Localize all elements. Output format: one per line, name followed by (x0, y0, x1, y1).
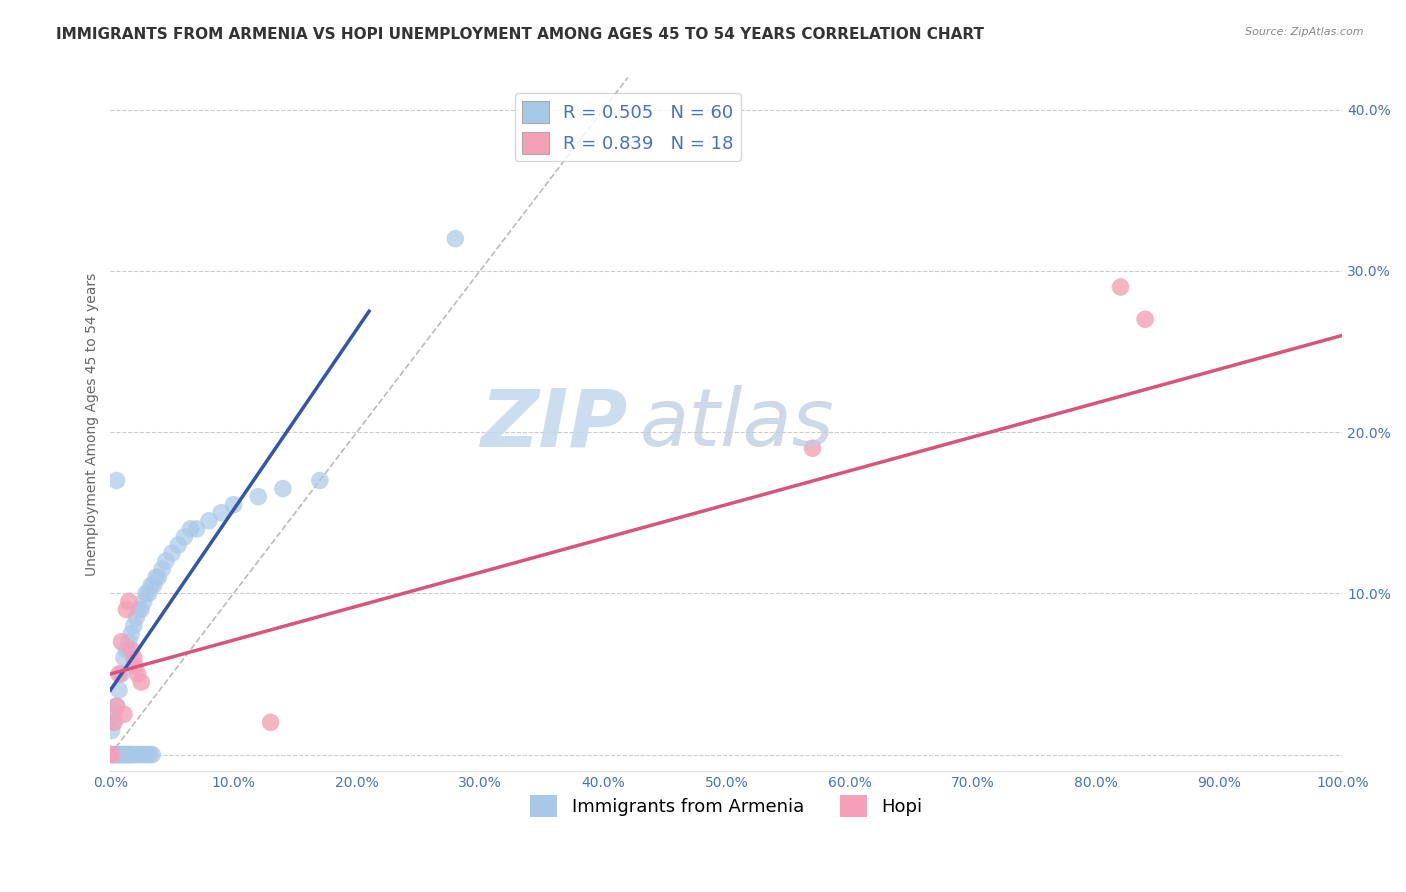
Point (108, 683, 131, 698)
Point (103, 715, 125, 730)
Point (135, 586, 157, 600)
Point (141, 747, 163, 762)
Point (148, 570, 170, 584)
Point (104, 747, 127, 762)
Point (125, 610, 148, 624)
Point (122, 650, 145, 665)
Point (247, 490, 270, 504)
Point (115, 602, 138, 616)
Point (127, 667, 149, 681)
Point (114, 747, 136, 762)
Point (259, 715, 281, 730)
Point (121, 747, 143, 762)
Point (115, 747, 138, 762)
Text: IMMIGRANTS FROM ARMENIA VS HOPI UNEMPLOYMENT AMONG AGES 45 TO 54 YEARS CORRELATI: IMMIGRANTS FROM ARMENIA VS HOPI UNEMPLOY… (56, 27, 984, 42)
Point (136, 747, 159, 762)
Point (117, 747, 139, 762)
Point (134, 747, 156, 762)
Point (100, 747, 122, 762)
Point (103, 747, 125, 762)
Point (108, 667, 131, 681)
Point (110, 747, 132, 762)
Point (112, 707, 135, 722)
Point (112, 650, 135, 665)
Point (1133, 312, 1156, 326)
Point (110, 747, 132, 762)
Point (105, 474, 128, 488)
Point (132, 594, 155, 608)
Point (112, 747, 135, 762)
Point (118, 747, 141, 762)
Point (111, 747, 134, 762)
Point (120, 626, 142, 640)
Point (120, 642, 142, 657)
Point (118, 634, 141, 648)
Point (1109, 280, 1132, 294)
Point (120, 747, 142, 762)
Point (139, 747, 162, 762)
Point (127, 747, 149, 762)
Text: ZIP: ZIP (481, 385, 628, 463)
Point (145, 570, 167, 584)
Point (100, 723, 122, 738)
Point (179, 522, 201, 536)
Point (444, 232, 467, 246)
Point (100, 747, 122, 762)
Point (129, 675, 152, 690)
Point (160, 546, 183, 560)
Point (115, 642, 138, 657)
Point (108, 747, 131, 762)
Point (128, 602, 150, 616)
Point (150, 562, 173, 576)
Point (124, 747, 146, 762)
Point (129, 602, 152, 616)
Point (105, 747, 128, 762)
Text: Source: ZipAtlas.com: Source: ZipAtlas.com (1246, 27, 1364, 37)
Point (209, 506, 232, 520)
Point (103, 707, 125, 722)
Point (100, 747, 122, 762)
Point (122, 618, 145, 632)
Point (142, 578, 165, 592)
Point (107, 747, 129, 762)
Point (110, 667, 132, 681)
Point (105, 699, 128, 714)
Point (124, 659, 146, 673)
Point (801, 442, 824, 456)
Y-axis label: Unemployment Among Ages 45 to 54 years: Unemployment Among Ages 45 to 54 years (86, 272, 100, 575)
Point (155, 554, 177, 568)
Point (131, 747, 153, 762)
Point (222, 498, 245, 512)
Legend: Immigrants from Armenia, Hopi: Immigrants from Armenia, Hopi (523, 788, 929, 824)
Point (271, 482, 294, 496)
Point (110, 634, 132, 648)
Point (308, 474, 330, 488)
Point (105, 699, 128, 714)
Text: atlas: atlas (640, 385, 835, 463)
Point (139, 578, 162, 592)
Point (138, 586, 160, 600)
Point (198, 514, 221, 528)
Point (101, 715, 124, 730)
Point (167, 538, 190, 552)
Point (173, 530, 195, 544)
Point (118, 594, 141, 608)
Point (129, 747, 152, 762)
Point (186, 522, 208, 536)
